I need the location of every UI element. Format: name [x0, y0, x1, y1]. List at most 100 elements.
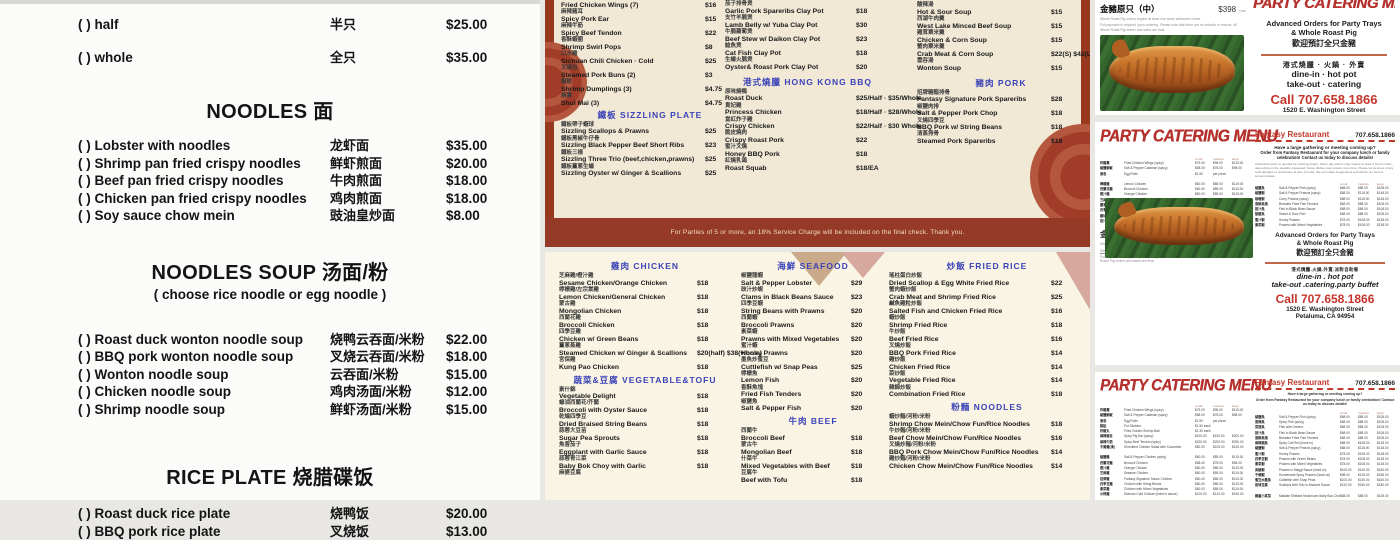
item-name-en: Steamed Pork Spareribs [917, 138, 996, 145]
scanned-menu-item: 檸檬魚 Lemon Fish $20 [741, 372, 885, 385]
item-price: $20 [848, 377, 885, 384]
catering-right-column: Fantasy Restaurant 707.658.1866 Have a l… [1255, 130, 1395, 320]
order-menu-item-row: ( ) Soy sauce chow mein 豉油皇炒面 $8.00 [78, 205, 540, 223]
catering-table-row: 手撕雞(凍) Shredded Chicken Salad with Cucum… [1100, 445, 1250, 450]
item-price: $18 [853, 50, 890, 57]
item-name-en: Dried Braised String Beans [559, 421, 647, 428]
item-name-en: ( ) Roast duck rice plate [78, 506, 330, 521]
item-price: $18 [694, 435, 731, 442]
item-name-en: Shrimp Dumplings (3) [561, 86, 632, 93]
item-price: $18 [694, 449, 731, 456]
item-price: $18 [694, 407, 731, 414]
row-zh: 素菜蝦 [1255, 223, 1279, 228]
item-price: $16 [1048, 336, 1085, 343]
item-name-en: Sugar Pea Sprouts [559, 435, 620, 442]
item-name-en: Shrimp Chow Mein/Chow Fun/Rice Noodles [889, 421, 1030, 428]
scanned-menu-item: 椒鹽肉排 Salt & Pepper Pork Chop $18 [917, 105, 1085, 118]
menu-section-header: NOODLES SOUP 汤面/粉 [0, 256, 540, 285]
row-en: Sichuan Cold Chicken (twist in sauce) [1124, 492, 1195, 497]
item-name-en: Chicken w/ Green Beans [559, 336, 638, 343]
item-name-en: Hot & Sour Soup [917, 9, 971, 16]
item-price: $22 [853, 137, 890, 144]
section-header-en: CHICKEN [633, 261, 679, 271]
item-name-en: Clams in Black Beans Sauce [741, 294, 834, 301]
item-price: $18.00 [446, 173, 540, 188]
item-name-zh: 鸡肉汤面/米粉 [330, 381, 446, 400]
flyer-thumbnail-party-catering-1[interactable]: PARTY CATERING MENU small medium large 炸… [1095, 122, 1400, 365]
scanned-menu-item: 雞炒飯 Chicken Fried Rice $14 [889, 358, 1085, 371]
item-name-zh: 全只 [330, 47, 446, 66]
item-price: $18 [694, 322, 731, 329]
pig-note-2: Full payment is required upon ordering. … [1100, 23, 1246, 32]
row-zh: 手撕雞(凍) [1100, 445, 1124, 450]
item-price: $20 [848, 350, 885, 357]
scanned-menu-item: Fried Chicken Wings (7) $16 [561, 2, 739, 9]
scanned-menu-item: 西蘭蝦 Broccoli Prawns $20 [741, 316, 885, 329]
item-price: $18 [853, 8, 890, 15]
scanned-menu-item: 牛炒麵/河粉/米粉 Beef Chow Mein/Chow Fun/Rice N… [889, 429, 1085, 442]
scanned-menu-item: 椒鹽龍蝦 Salt & Pepper Lobster $29 [741, 274, 885, 287]
item-price: $15 [1048, 37, 1085, 44]
row-zh: 雜菌小棠菜 [1255, 494, 1279, 499]
item-name-en: Steamed Pork Buns (2) [561, 72, 635, 79]
section-header-zh: 粉麵 [951, 402, 970, 412]
item-name-en: Prawns with Mixed Vegetables [741, 336, 839, 343]
item-name-en: ( ) Chicken noodle soup [78, 384, 330, 399]
item-name-en: Beef Fried Rice [889, 336, 938, 343]
fine-print: Advanced notice is needed for catering o… [1255, 162, 1395, 178]
item-name-en: ( ) Lobster with noodles [78, 138, 330, 153]
flyer-thumbnail-roast-pig-medium[interactable]: 金豬原只（中） $398 +tax Whole Roast Pig orders… [1095, 0, 1400, 115]
item-name-en: Fried Fish Tenders [741, 391, 801, 398]
item-name-en: Lamb Belly w/ Yuba Clay Pot [725, 22, 817, 29]
menu-scan-page-1: Fried Chicken Wings (7) $16 麻辣豬耳 Spicy P… [545, 0, 1090, 247]
contact-block: PARTY CATERING MENU Advanced Orders for … [1253, 0, 1395, 115]
roast-pig-medium-block: 金豬原只（中） $398 +tax Whole Roast Pig orders… [1100, 3, 1246, 111]
scanned-menu-section-header: 港式燒臘 HONG KONG BBQ [725, 77, 890, 87]
order-menu-item-row: ( ) Lobster with noodles 龙虾面 $35.00 [78, 135, 540, 153]
item-price: $22(S) $42(L) [1048, 51, 1085, 58]
item-name-en: Salt & Pepper Lobster [741, 280, 812, 287]
row-zh: 蛋卷 [1100, 172, 1124, 177]
scanned-menu-item: 雞茸粟米羹 Chicken & Corn Soup $15 [917, 31, 1085, 44]
scanned-menu-item: 宮保雞 Kung Pao Chicken $18 [559, 358, 731, 371]
roast-pig-photo [1105, 198, 1253, 258]
scanned-menu-item: 當紅炸子雞 Crispy Chicken $22/Half · $30 Whol… [725, 118, 890, 131]
scanned-menu-item: 酸辣湯 Hot & Sour Soup $15 [917, 3, 1085, 16]
catering-left-column: PARTY CATERING MENU small medium large 炸… [1100, 127, 1250, 263]
scanned-menu-item: 素菜蝦 Prawns with Mixed Vegetables $20 [741, 330, 885, 343]
scanned-menu-item: 支竹羊腩煲 Lamb Belly w/ Yuba Clay Pot $30 [725, 16, 890, 29]
item-name-en: Roast Squab [725, 165, 767, 172]
catering-table-row: 蛋卷 Egg Rolls $1.50 per piece [1100, 172, 1250, 177]
catering-table-row: 斑球豆腐 Scallops with Tofu in Abalone Sauce… [1255, 483, 1395, 488]
scanned-menu-item: 魚香茄子 Eggplant with Garlic Sauce $18 [559, 443, 731, 456]
scanned-menu-item: 叉燒炒麵/河粉/米粉 BBQ Pork Chow Mein/Chow Fun/R… [889, 443, 1085, 456]
price-large: $150.00 [1232, 492, 1250, 497]
price-large: $108.00 [1377, 494, 1395, 499]
price-medium: $88.00 [1358, 494, 1377, 499]
item-price: $18.00 [446, 349, 540, 364]
item-name-en: String Beans with Prawns [741, 308, 824, 315]
price-large: $98.00 [1232, 413, 1250, 418]
order-menu-item-row: ( ) Chicken pan fried crispy noodles 鸡肉煎… [78, 188, 540, 206]
item-price: $15 [1048, 9, 1085, 16]
address-line-1: 1520 E. Washington Street [1255, 306, 1395, 313]
item-name-en: Beef Chow Mein/Chow Fun/Rice Noodles [889, 435, 1021, 442]
item-name-en: Spicy Beef Tendon [561, 30, 622, 37]
catering-table-left: 炸雞翼 Fried Chicken Wings (spicy) $75.00 $… [1100, 408, 1250, 498]
item-name-en: Mixed Vegetables with Beef [741, 463, 830, 470]
flyer-thumbnail-party-catering-2[interactable]: PARTY CATERING MENU small medium large 炸… [1095, 372, 1400, 500]
scanned-menu-item: 鹹魚雞粒炒飯 Salted Fish and Chicken Fried Ric… [889, 302, 1085, 315]
order-menu-item-row: ( ) Shrimp pan fried crispy noodles 鲜虾煎面… [78, 153, 540, 171]
item-name-en: ( ) Soy sauce chow mein [78, 208, 330, 223]
scanned-menu-item: 蒜蓉青江菜 Baby Bok Choy with Garlic $18 [559, 457, 731, 470]
scanned-menu-section-header: 海鮮 SEAFOOD [741, 261, 885, 271]
service-line-2: take-out .catering.party buffet [1255, 281, 1395, 289]
order-menu-item-row: ( ) half 半只 $25.00 [78, 14, 540, 35]
flyer-title: PARTY CATERING MENU [1100, 127, 1250, 156]
item-price: $22.00 [446, 332, 540, 347]
price-large: $138.00 [1377, 223, 1395, 228]
item-name-en: ( ) Beef pan fried crispy noodles [78, 173, 330, 188]
item-name-en: Beef Stew w/ Daikon Clay Pot [725, 36, 820, 43]
scanned-menu-item: 燒賣 Shui Mai (3) $4.75 [561, 94, 739, 107]
item-price: $14 [1048, 449, 1085, 456]
